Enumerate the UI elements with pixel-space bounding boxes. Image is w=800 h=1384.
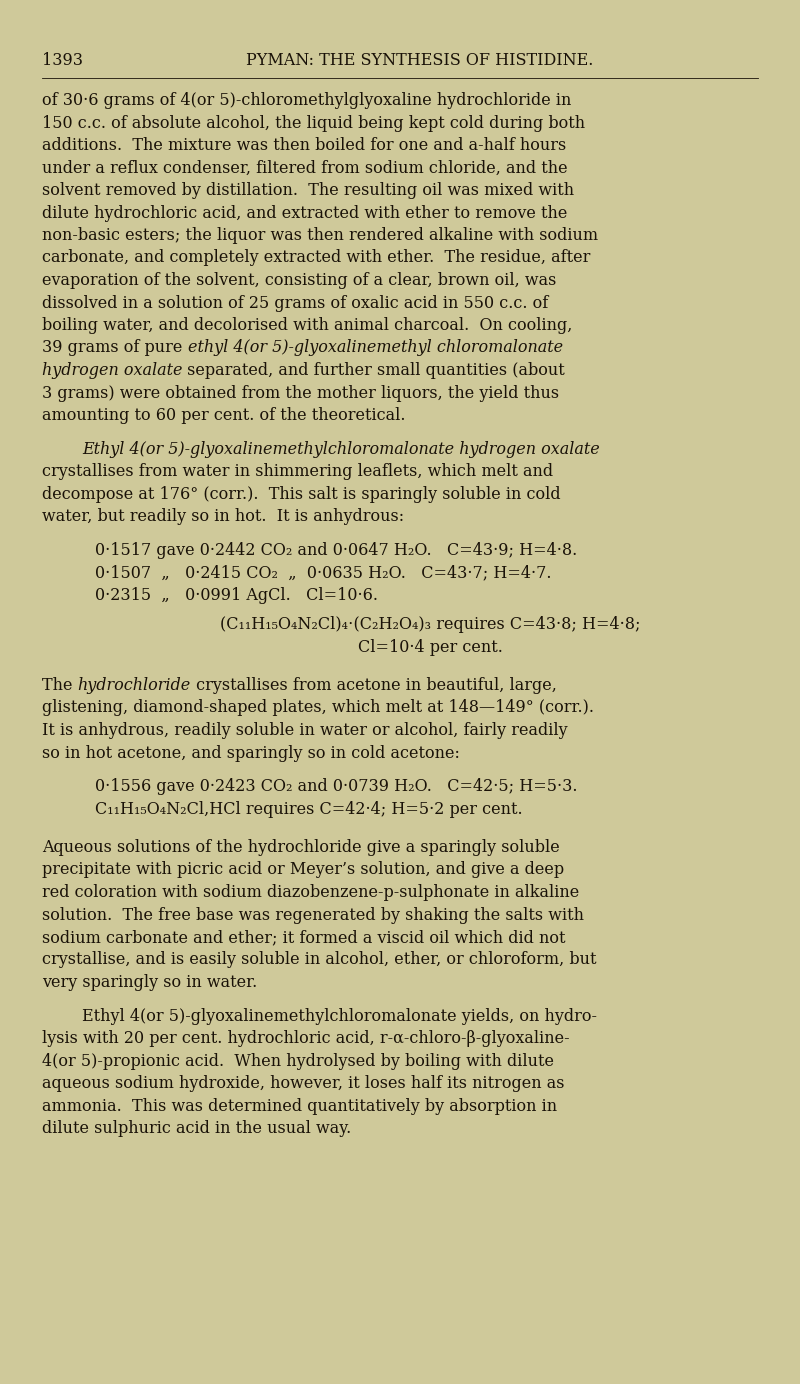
Text: hydrochloride: hydrochloride	[78, 677, 191, 693]
Text: 39 grams of pure: 39 grams of pure	[42, 339, 187, 357]
Text: non-basic esters; the liquor was then rendered alkaline with sodium: non-basic esters; the liquor was then re…	[42, 227, 598, 244]
Text: Ethyl 4(or 5)-glyoxalinemethylchloromalonate yields, on hydro-: Ethyl 4(or 5)-glyoxalinemethylchloromalo…	[82, 1008, 597, 1024]
Text: red coloration with sodium diazobenzene-p-sulphonate in alkaline: red coloration with sodium diazobenzene-…	[42, 884, 579, 901]
Text: water, but readily so in hot.  It is anhydrous:: water, but readily so in hot. It is anhy…	[42, 508, 404, 526]
Text: PYMAN: THE SYNTHESIS OF HISTIDINE.: PYMAN: THE SYNTHESIS OF HISTIDINE.	[246, 53, 594, 69]
Text: crystallises from acetone in beautiful, large,: crystallises from acetone in beautiful, …	[191, 677, 557, 693]
Text: evaporation of the solvent, consisting of a clear, brown oil, was: evaporation of the solvent, consisting o…	[42, 273, 556, 289]
Text: of 30·6 grams of 4(or 5)-chloromethylglyoxaline hydrochloride in: of 30·6 grams of 4(or 5)-chloromethylgly…	[42, 91, 571, 109]
Text: ethyl 4(or 5)-glyoxalinemethyl chloromalonate: ethyl 4(or 5)-glyoxalinemethyl chloromal…	[187, 339, 562, 357]
Text: boiling water, and decolorised with animal charcoal.  On cooling,: boiling water, and decolorised with anim…	[42, 317, 572, 334]
Text: dilute sulphuric acid in the usual way.: dilute sulphuric acid in the usual way.	[42, 1120, 351, 1138]
Text: very sparingly so in water.: very sparingly so in water.	[42, 974, 258, 991]
Text: crystallises from water in shimmering leaflets, which melt and: crystallises from water in shimmering le…	[42, 464, 553, 480]
Text: 0·1556 gave 0·2423 CO₂ and 0·0739 H₂O.   C=42·5; H=5·3.: 0·1556 gave 0·2423 CO₂ and 0·0739 H₂O. C…	[95, 778, 578, 796]
Text: Aqueous solutions of the hydrochloride give a sparingly soluble: Aqueous solutions of the hydrochloride g…	[42, 839, 560, 855]
Text: so in hot acetone, and sparingly so in cold acetone:: so in hot acetone, and sparingly so in c…	[42, 745, 460, 761]
Text: solution.  The free base was regenerated by shaking the salts with: solution. The free base was regenerated …	[42, 907, 584, 923]
Text: Ethyl 4(or 5)-glyoxalinemethylchloromalonate hydrogen oxalate: Ethyl 4(or 5)-glyoxalinemethylchloromalo…	[82, 440, 600, 458]
Text: 0·1517 gave 0·2442 CO₂ and 0·0647 H₂O.   C=43·9; H=4·8.: 0·1517 gave 0·2442 CO₂ and 0·0647 H₂O. C…	[95, 543, 578, 559]
Text: Cl=10·4 per cent.: Cl=10·4 per cent.	[358, 639, 502, 656]
Text: aqueous sodium hydroxide, however, it loses half its nitrogen as: aqueous sodium hydroxide, however, it lo…	[42, 1075, 565, 1092]
Text: sodium carbonate and ether; it formed a viscid oil which did not: sodium carbonate and ether; it formed a …	[42, 929, 566, 947]
Text: 4(or 5)-propionic acid.  When hydrolysed by boiling with dilute: 4(or 5)-propionic acid. When hydrolysed …	[42, 1053, 554, 1070]
Text: glistening, diamond-shaped plates, which melt at 148—149° (corr.).: glistening, diamond-shaped plates, which…	[42, 699, 594, 717]
Text: The: The	[42, 677, 78, 693]
Text: dissolved in a solution of 25 grams of oxalic acid in 550 c.c. of: dissolved in a solution of 25 grams of o…	[42, 295, 548, 311]
Text: 3 grams) were obtained from the mother liquors, the yield thus: 3 grams) were obtained from the mother l…	[42, 385, 559, 401]
Text: 1393: 1393	[42, 53, 83, 69]
Text: solvent removed by distillation.  The resulting oil was mixed with: solvent removed by distillation. The res…	[42, 183, 574, 199]
Text: 0·1507  „   0·2415 CO₂  „  0·0635 H₂O.   C=43·7; H=4·7.: 0·1507 „ 0·2415 CO₂ „ 0·0635 H₂O. C=43·7…	[95, 565, 551, 581]
Text: ammonia.  This was determined quantitatively by absorption in: ammonia. This was determined quantitativ…	[42, 1098, 557, 1114]
Text: crystallise, and is easily soluble in alcohol, ether, or chloroform, but: crystallise, and is easily soluble in al…	[42, 952, 597, 969]
Text: additions.  The mixture was then boiled for one and a-half hours: additions. The mixture was then boiled f…	[42, 137, 566, 154]
Text: It is anhydrous, readily soluble in water or alcohol, fairly readily: It is anhydrous, readily soluble in wate…	[42, 722, 568, 739]
Text: carbonate, and completely extracted with ether.  The residue, after: carbonate, and completely extracted with…	[42, 249, 590, 267]
Text: (C₁₁H₁₅O₄N₂Cl)₄⋅(C₂H₂O₄)₃ requires C=43·8; H=4·8;: (C₁₁H₁₅O₄N₂Cl)₄⋅(C₂H₂O₄)₃ requires C=43·…	[220, 616, 640, 634]
Text: under a reflux condenser, filtered from sodium chloride, and the: under a reflux condenser, filtered from …	[42, 159, 568, 177]
Text: hydrogen oxalate: hydrogen oxalate	[42, 363, 182, 379]
Text: lysis with 20 per cent. hydrochloric acid, r-α-chloro-β-glyoxaline-: lysis with 20 per cent. hydrochloric aci…	[42, 1030, 570, 1048]
Text: separated, and further small quantities (about: separated, and further small quantities …	[182, 363, 566, 379]
Text: amounting to 60 per cent. of the theoretical.: amounting to 60 per cent. of the theoret…	[42, 407, 406, 424]
Text: precipitate with picric acid or Meyer’s solution, and give a deep: precipitate with picric acid or Meyer’s …	[42, 861, 564, 879]
Text: dilute hydrochloric acid, and extracted with ether to remove the: dilute hydrochloric acid, and extracted …	[42, 205, 567, 221]
Text: 0·2315  „   0·0991 AgCl.   Cl=10·6.: 0·2315 „ 0·0991 AgCl. Cl=10·6.	[95, 587, 378, 603]
Text: C₁₁H₁₅O₄N₂Cl,HCl requires C=42·4; H=5·2 per cent.: C₁₁H₁₅O₄N₂Cl,HCl requires C=42·4; H=5·2 …	[95, 801, 522, 818]
Text: decompose at 176° (corr.).  This salt is sparingly soluble in cold: decompose at 176° (corr.). This salt is …	[42, 486, 561, 502]
Text: 150 c.c. of absolute alcohol, the liquid being kept cold during both: 150 c.c. of absolute alcohol, the liquid…	[42, 115, 585, 131]
